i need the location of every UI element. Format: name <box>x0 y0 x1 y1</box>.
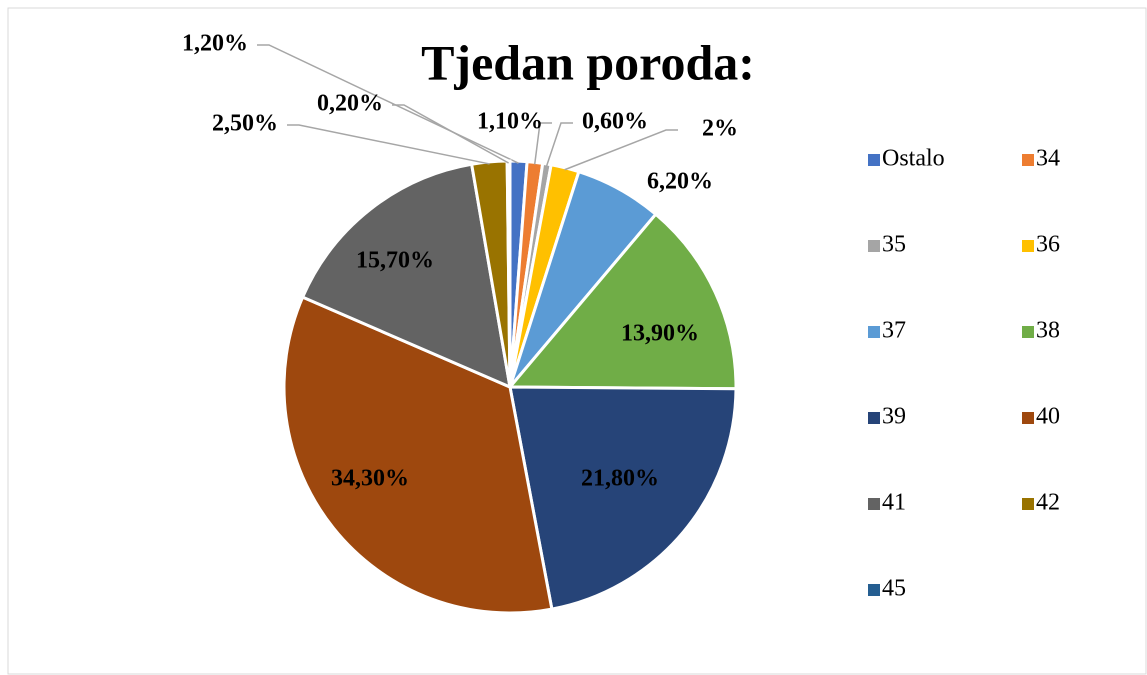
data-label: 21,80% <box>581 466 659 492</box>
leader-line <box>564 129 678 171</box>
legend-marker <box>1022 412 1034 424</box>
legend-label: 39 <box>882 404 906 430</box>
legend-label: 37 <box>882 318 906 344</box>
data-label: 0,60% <box>582 109 648 135</box>
pie-slice <box>300 162 512 390</box>
data-label: 13,90% <box>621 321 699 347</box>
legend-marker <box>868 154 880 166</box>
legend-marker <box>868 584 880 596</box>
pie-slice <box>282 295 554 615</box>
chart-title: Tjedan poroda: <box>421 34 755 90</box>
data-label: 15,70% <box>356 248 434 274</box>
leader-line <box>257 44 519 164</box>
pie-slice <box>506 212 738 391</box>
legend-marker <box>1022 154 1034 166</box>
pie-slice <box>505 159 512 388</box>
leader-line <box>545 122 573 167</box>
legend-label: 45 <box>882 576 906 602</box>
legend-label: 38 <box>1036 318 1060 344</box>
legend-label: Ostalo <box>882 146 945 172</box>
legend-marker <box>868 240 880 252</box>
legend-marker <box>1022 240 1034 252</box>
chart-frame <box>7 7 1147 675</box>
pie-slice <box>508 385 738 611</box>
data-label: 6,20% <box>647 169 713 195</box>
legend-marker <box>868 326 880 338</box>
data-label: 2,50% <box>212 111 278 137</box>
legend-label: 42 <box>1036 490 1060 516</box>
legend-marker <box>868 498 880 510</box>
legend-label: 34 <box>1036 146 1060 172</box>
data-label: 2% <box>702 116 738 142</box>
data-label: 0,20% <box>317 91 383 117</box>
leader-line <box>287 124 490 165</box>
leader-line <box>392 104 509 164</box>
data-label: 34,30% <box>331 466 409 492</box>
legend-label: 35 <box>882 232 906 258</box>
data-label: 1,10% <box>477 109 543 135</box>
leader-line <box>533 122 552 165</box>
legend-marker <box>1022 498 1034 510</box>
legend-label: 41 <box>882 490 906 516</box>
legend-marker <box>1022 326 1034 338</box>
legend-marker <box>868 412 880 424</box>
legend-label: 36 <box>1036 232 1060 258</box>
legend-label: 40 <box>1036 404 1060 430</box>
data-label: 1,20% <box>182 31 248 57</box>
